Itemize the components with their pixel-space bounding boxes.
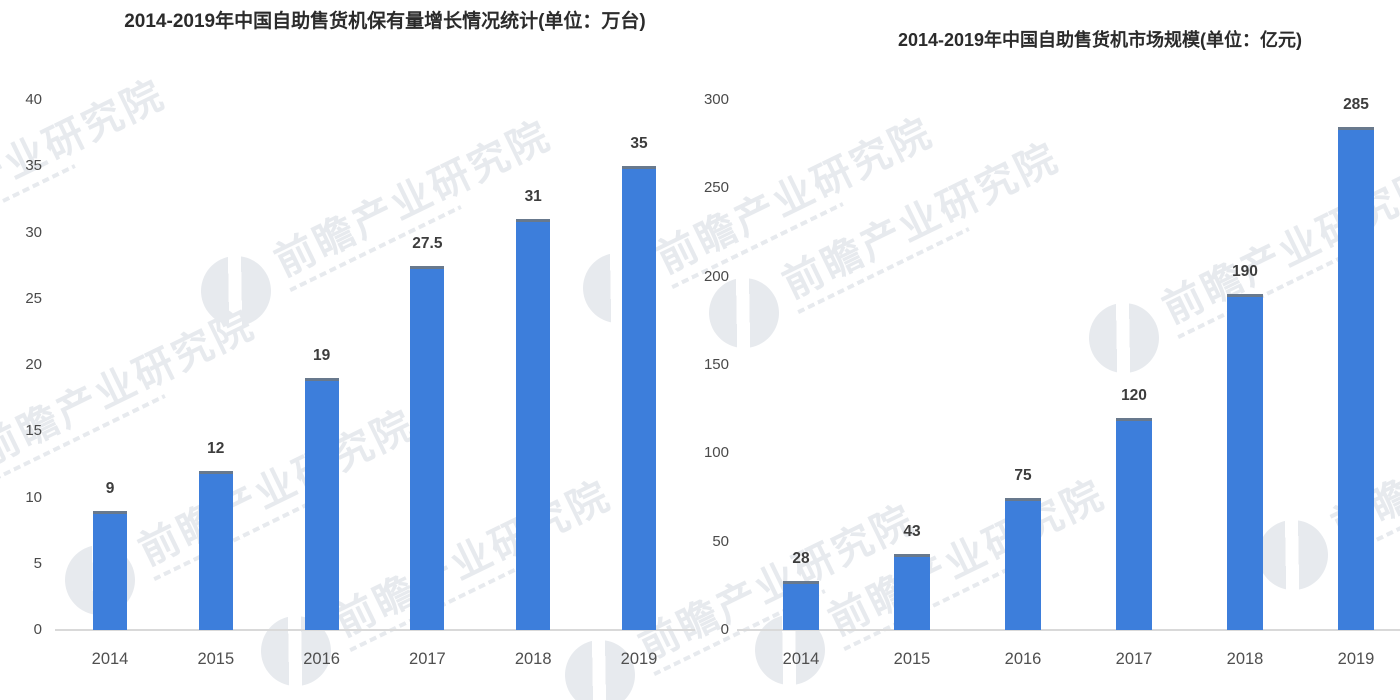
bar-value-label: 35 bbox=[630, 135, 648, 153]
x-category-label: 2018 bbox=[514, 650, 552, 668]
bar-value-label: 75 bbox=[1014, 466, 1032, 484]
x-category-label: 2015 bbox=[197, 650, 235, 668]
bar-2014 bbox=[783, 580, 819, 630]
bar-value-label: 285 bbox=[1343, 95, 1369, 113]
bar-2018 bbox=[516, 219, 551, 630]
y-tick-label: 20 bbox=[25, 356, 42, 373]
bar-value-label: 12 bbox=[207, 440, 225, 457]
bar-value-label: 31 bbox=[524, 188, 542, 206]
chart-title: 2014-2019年中国自助售货机保有量增长情况统计(单位：万台) bbox=[124, 11, 646, 32]
y-tick-label: 10 bbox=[25, 488, 42, 506]
x-category-label: 2016 bbox=[1004, 650, 1042, 668]
x-category-label: 2014 bbox=[782, 650, 820, 668]
bar-value-label: 120 bbox=[1121, 387, 1147, 404]
bar-value-label: 19 bbox=[312, 347, 331, 365]
y-tick-label: 100 bbox=[703, 444, 729, 462]
x-category-label: 2014 bbox=[91, 650, 129, 668]
x-category-label: 2019 bbox=[1337, 650, 1375, 668]
bar-2016 bbox=[1005, 497, 1041, 630]
bar-value-label: 28 bbox=[792, 549, 810, 567]
y-tick-label: 200 bbox=[703, 267, 729, 285]
x-category-label: 2015 bbox=[893, 650, 931, 668]
bar-value-label: 9 bbox=[105, 479, 115, 497]
y-tick-label: 300 bbox=[703, 91, 729, 108]
bar-2017 bbox=[1116, 418, 1152, 630]
bar-2015 bbox=[894, 554, 930, 630]
y-tick-label: 250 bbox=[703, 179, 729, 197]
y-tick-label: 25 bbox=[25, 289, 42, 307]
bar-2019 bbox=[1338, 126, 1374, 630]
y-tick-label: 50 bbox=[712, 532, 729, 550]
x-category-label: 2018 bbox=[1226, 650, 1264, 668]
y-tick-label: 0 bbox=[33, 621, 42, 638]
y-tick-label: 0 bbox=[720, 621, 729, 638]
bar-value-label: 43 bbox=[903, 523, 921, 541]
x-axis-line bbox=[737, 629, 1400, 631]
y-tick-label: 150 bbox=[703, 356, 729, 373]
bar-2018 bbox=[1227, 294, 1263, 630]
x-category-label: 2017 bbox=[409, 650, 446, 668]
bar-value-label: 190 bbox=[1232, 263, 1258, 281]
chart-title: 2014-2019年中国自助售货机市场规模(单位：亿元) bbox=[897, 30, 1303, 50]
x-category-label: 2017 bbox=[1115, 650, 1153, 668]
y-tick-label: 40 bbox=[25, 91, 42, 108]
y-tick-label: 5 bbox=[33, 554, 42, 572]
